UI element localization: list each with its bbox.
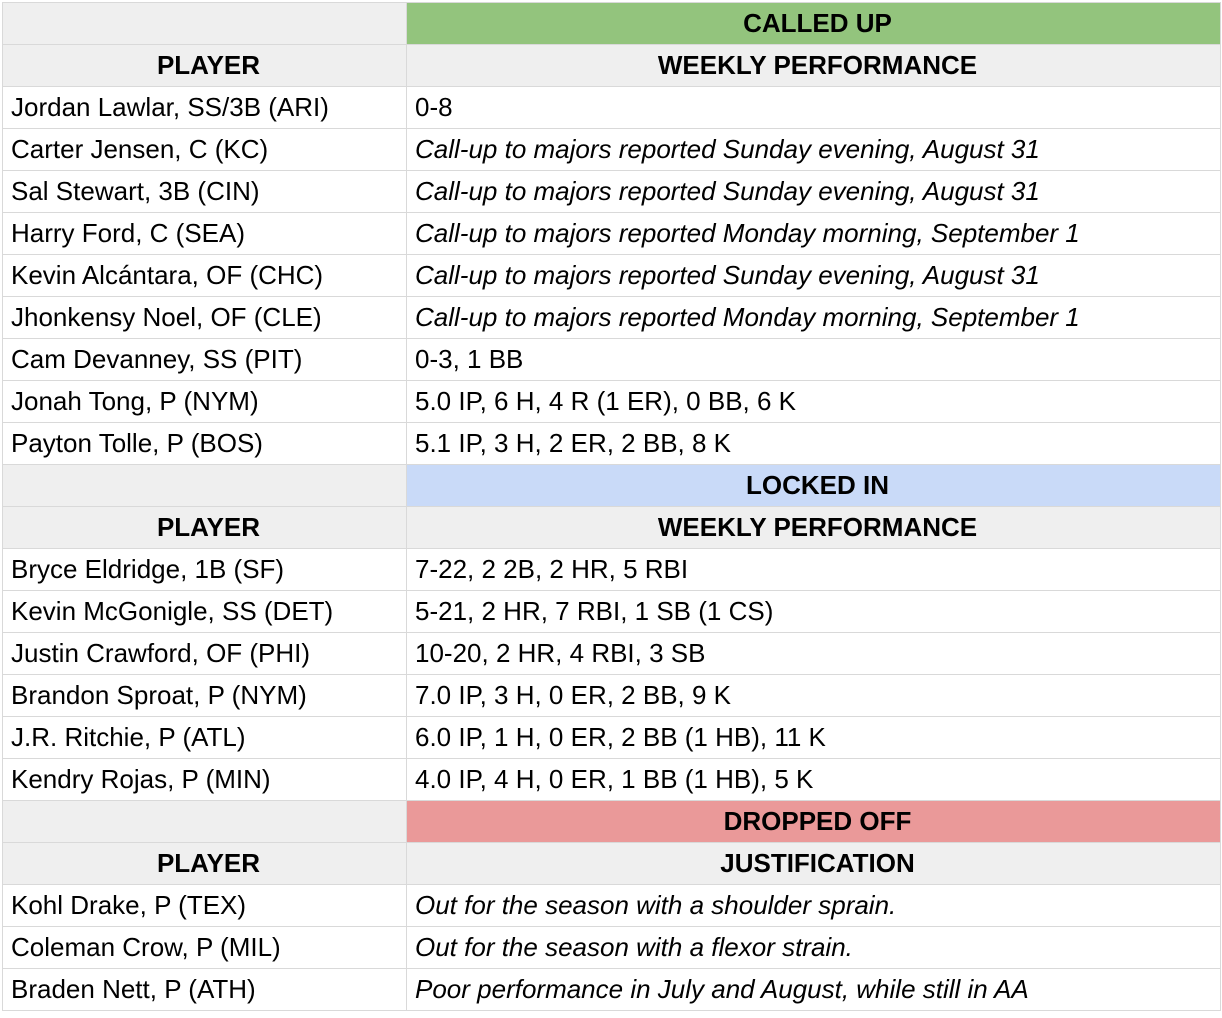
section-band-locked-in: LOCKED IN <box>2 464 1221 507</box>
player-cell[interactable]: Jhonkensy Noel, OF (CLE) <box>2 296 407 339</box>
table-row: Cam Devanney, SS (PIT) 0-3, 1 BB <box>2 338 1221 381</box>
player-cell[interactable]: Kevin Alcántara, OF (CHC) <box>2 254 407 297</box>
table-row: Coleman Crow, P (MIL) Out for the season … <box>2 926 1221 969</box>
detail-cell[interactable]: 10-20, 2 HR, 4 RBI, 3 SB <box>406 632 1221 675</box>
detail-cell[interactable]: 4.0 IP, 4 H, 0 ER, 1 BB (1 HB), 5 K <box>406 758 1221 801</box>
detail-cell[interactable]: Out for the season with a shoulder sprai… <box>406 884 1221 927</box>
table-row: Kendry Rojas, P (MIN) 4.0 IP, 4 H, 0 ER, … <box>2 758 1221 801</box>
detail-cell[interactable]: 6.0 IP, 1 H, 0 ER, 2 BB (1 HB), 11 K <box>406 716 1221 759</box>
detail-cell[interactable]: 5.1 IP, 3 H, 2 ER, 2 BB, 8 K <box>406 422 1221 465</box>
player-cell[interactable]: J.R. Ritchie, P (ATL) <box>2 716 407 759</box>
column-header-row: PLAYER JUSTIFICATION <box>2 842 1221 885</box>
section-band-called-up: CALLED UP <box>2 2 1221 45</box>
player-cell[interactable]: Coleman Crow, P (MIL) <box>2 926 407 969</box>
empty-cell[interactable] <box>2 2 407 45</box>
detail-cell[interactable]: Out for the season with a flexor strain. <box>406 926 1221 969</box>
player-cell[interactable]: Sal Stewart, 3B (CIN) <box>2 170 407 213</box>
player-cell[interactable]: Carter Jensen, C (KC) <box>2 128 407 171</box>
table-row: Sal Stewart, 3B (CIN) Call-up to majors r… <box>2 170 1221 213</box>
player-cell[interactable]: Brandon Sproat, P (NYM) <box>2 674 407 717</box>
section-title[interactable]: CALLED UP <box>406 2 1221 45</box>
player-cell[interactable]: Kendry Rojas, P (MIN) <box>2 758 407 801</box>
section-band-dropped-off: DROPPED OFF <box>2 800 1221 843</box>
player-cell[interactable]: Bryce Eldridge, 1B (SF) <box>2 548 407 591</box>
detail-cell[interactable]: 7.0 IP, 3 H, 0 ER, 2 BB, 9 K <box>406 674 1221 717</box>
player-cell[interactable]: Harry Ford, C (SEA) <box>2 212 407 255</box>
table-row: Kohl Drake, P (TEX) Out for the season wi… <box>2 884 1221 927</box>
detail-cell[interactable]: Call-up to majors reported Sunday evenin… <box>406 170 1221 213</box>
column-header-detail[interactable]: JUSTIFICATION <box>406 842 1221 885</box>
table-row: Harry Ford, C (SEA) Call-up to majors rep… <box>2 212 1221 255</box>
detail-cell[interactable]: Call-up to majors reported Monday mornin… <box>406 212 1221 255</box>
player-cell[interactable]: Kevin McGonigle, SS (DET) <box>2 590 407 633</box>
table-row: Jhonkensy Noel, OF (CLE) Call-up to major… <box>2 296 1221 339</box>
table-row: Justin Crawford, OF (PHI) 10-20, 2 HR, 4 … <box>2 632 1221 675</box>
table-row: Jonah Tong, P (NYM) 5.0 IP, 6 H, 4 R (1 E… <box>2 380 1221 423</box>
section-title[interactable]: LOCKED IN <box>406 464 1221 507</box>
column-header-row: PLAYER WEEKLY PERFORMANCE <box>2 506 1221 549</box>
player-cell[interactable]: Jonah Tong, P (NYM) <box>2 380 407 423</box>
table-row: J.R. Ritchie, P (ATL) 6.0 IP, 1 H, 0 ER, … <box>2 716 1221 759</box>
column-header-detail[interactable]: WEEKLY PERFORMANCE <box>406 506 1221 549</box>
table-row: Payton Tolle, P (BOS) 5.1 IP, 3 H, 2 ER, … <box>2 422 1221 465</box>
empty-cell[interactable] <box>2 464 407 507</box>
column-header-player[interactable]: PLAYER <box>2 44 407 87</box>
table-row: Carter Jensen, C (KC) Call-up to majors r… <box>2 128 1221 171</box>
player-cell[interactable]: Braden Nett, P (ATH) <box>2 968 407 1011</box>
detail-cell[interactable]: 0-3, 1 BB <box>406 338 1221 381</box>
table-row: Braden Nett, P (ATH) Poor performance in … <box>2 968 1221 1011</box>
detail-cell[interactable]: Call-up to majors reported Monday mornin… <box>406 296 1221 339</box>
section-title[interactable]: DROPPED OFF <box>406 800 1221 843</box>
player-cell[interactable]: Justin Crawford, OF (PHI) <box>2 632 407 675</box>
empty-cell[interactable] <box>2 800 407 843</box>
column-header-player[interactable]: PLAYER <box>2 842 407 885</box>
table-row: Kevin McGonigle, SS (DET) 5-21, 2 HR, 7 R… <box>2 590 1221 633</box>
column-header-row: PLAYER WEEKLY PERFORMANCE <box>2 44 1221 87</box>
detail-cell[interactable]: Poor performance in July and August, whi… <box>406 968 1221 1011</box>
player-cell[interactable]: Jordan Lawlar, SS/3B (ARI) <box>2 86 407 129</box>
table-row: Brandon Sproat, P (NYM) 7.0 IP, 3 H, 0 ER… <box>2 674 1221 717</box>
column-header-player[interactable]: PLAYER <box>2 506 407 549</box>
player-cell[interactable]: Payton Tolle, P (BOS) <box>2 422 407 465</box>
player-cell[interactable]: Kohl Drake, P (TEX) <box>2 884 407 927</box>
table-row: Bryce Eldridge, 1B (SF) 7-22, 2 2B, 2 HR,… <box>2 548 1221 591</box>
detail-cell[interactable]: Call-up to majors reported Sunday evenin… <box>406 128 1221 171</box>
player-cell[interactable]: Cam Devanney, SS (PIT) <box>2 338 407 381</box>
detail-cell[interactable]: 5-21, 2 HR, 7 RBI, 1 SB (1 CS) <box>406 590 1221 633</box>
detail-cell[interactable]: 0-8 <box>406 86 1221 129</box>
table-row: Jordan Lawlar, SS/3B (ARI) 0-8 <box>2 86 1221 129</box>
column-header-detail[interactable]: WEEKLY PERFORMANCE <box>406 44 1221 87</box>
table-row: Kevin Alcántara, OF (CHC) Call-up to majo… <box>2 254 1221 297</box>
detail-cell[interactable]: 7-22, 2 2B, 2 HR, 5 RBI <box>406 548 1221 591</box>
detail-cell[interactable]: Call-up to majors reported Sunday evenin… <box>406 254 1221 297</box>
detail-cell[interactable]: 5.0 IP, 6 H, 4 R (1 ER), 0 BB, 6 K <box>406 380 1221 423</box>
